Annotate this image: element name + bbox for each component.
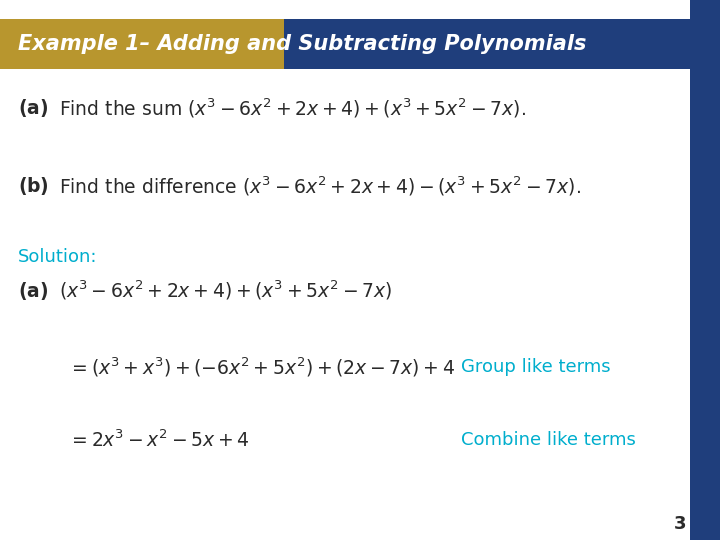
Text: 3: 3 bbox=[674, 515, 687, 533]
Bar bbox=[0, 19, 284, 69]
Text: $\bf{(a)}$: $\bf{(a)}$ bbox=[18, 280, 48, 301]
Text: Example 1– Adding and Subtracting Polynomials: Example 1– Adding and Subtracting Polyno… bbox=[18, 34, 586, 54]
Text: Combine like terms: Combine like terms bbox=[461, 431, 636, 449]
Text: $\bf{(a)}$: $\bf{(a)}$ bbox=[18, 97, 48, 119]
Text: $\bf{(b)}$: $\bf{(b)}$ bbox=[18, 176, 49, 197]
Text: Group like terms: Group like terms bbox=[461, 358, 611, 376]
Bar bbox=[284, 19, 690, 69]
Bar bbox=[690, 0, 720, 540]
Text: $= (x^3 + x^3) + (-6x^2 + 5x^2) + (2x - 7x) + 4$: $= (x^3 + x^3) + (-6x^2 + 5x^2) + (2x - … bbox=[68, 355, 456, 379]
Text: $= 2x^3 - x^2 - 5x + 4$: $= 2x^3 - x^2 - 5x + 4$ bbox=[68, 429, 250, 451]
Text: Solution:: Solution: bbox=[18, 247, 97, 266]
Text: Find the sum $(x^3 - 6x^2 + 2x + 4) + (x^3 + 5x^2 - 7x)$.: Find the sum $(x^3 - 6x^2 + 2x + 4) + (x… bbox=[59, 96, 526, 120]
Text: $(x^3 - 6x^2 + 2x + 4) + (x^3 + 5x^2 - 7x)$: $(x^3 - 6x^2 + 2x + 4) + (x^3 + 5x^2 - 7… bbox=[59, 279, 392, 302]
Text: Find the difference $(x^3 - 6x^2 + 2x + 4) - (x^3 + 5x^2 - 7x)$.: Find the difference $(x^3 - 6x^2 + 2x + … bbox=[59, 174, 581, 198]
